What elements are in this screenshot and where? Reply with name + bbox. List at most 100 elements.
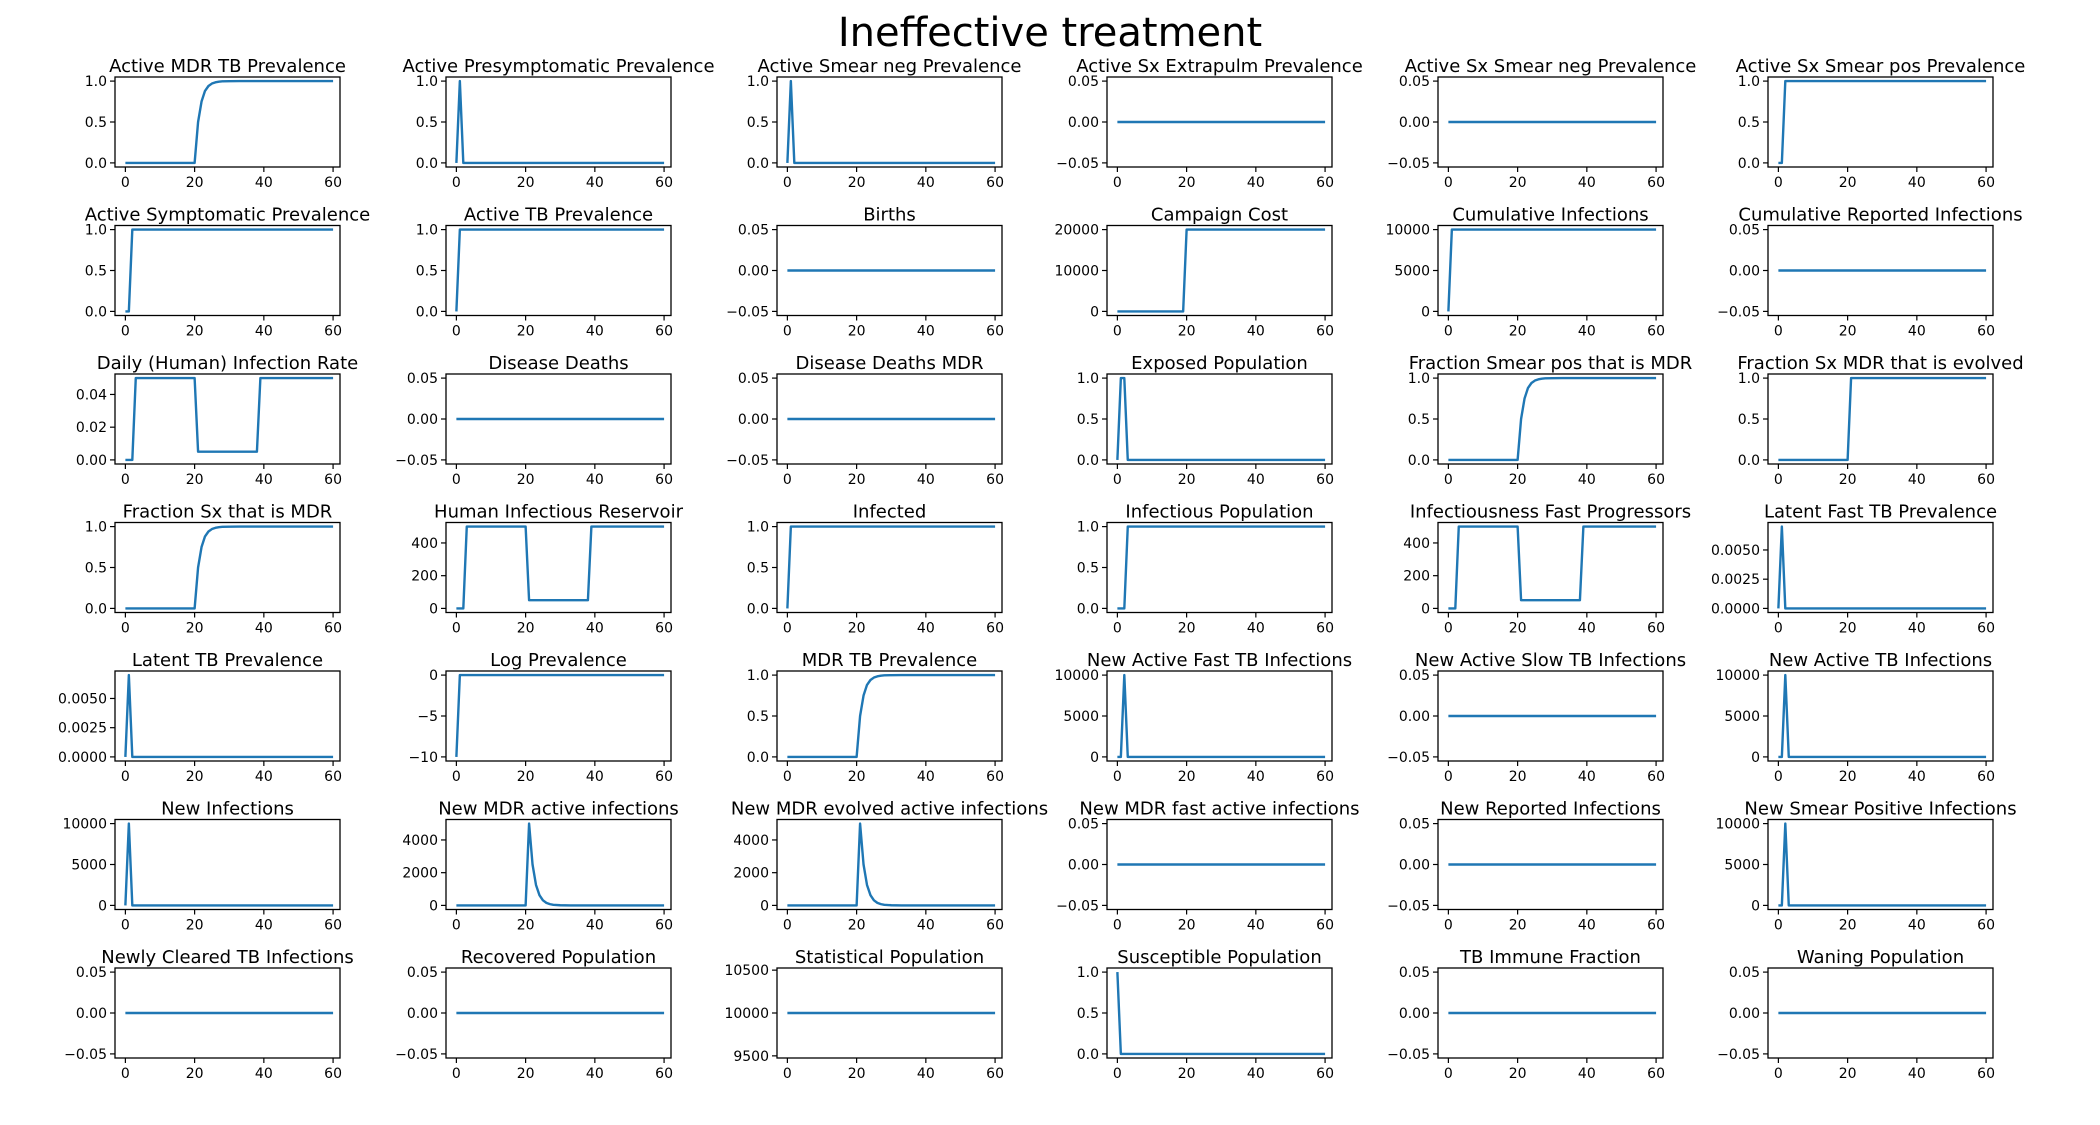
y-tick-label: 0 — [429, 668, 438, 684]
x-tick-label: 0 — [1113, 472, 1122, 488]
x-tick-label: 20 — [1178, 918, 1196, 934]
x-tick-label: 40 — [1247, 621, 1265, 637]
subplot: New Active TB Infections 0 20 40 60 0 5000 1000… — [1715, 650, 1995, 785]
x-tick-label: 20 — [848, 324, 866, 340]
y-tick-label: 0.0 — [747, 601, 769, 617]
x-tick-label: 40 — [1247, 324, 1265, 340]
x-tick-label: 20 — [1839, 472, 1857, 488]
x-tick-label: 0 — [1113, 175, 1122, 191]
x-tick-label: 40 — [917, 1066, 935, 1082]
axes-frame — [1106, 521, 1333, 614]
x-tick-label: 60 — [1977, 175, 1995, 191]
x-tick-label: 20 — [1509, 324, 1527, 340]
y-tick-label: 5000 — [71, 858, 107, 874]
x-tick-label: 0 — [783, 918, 792, 934]
subplot-title: New MDR evolved active infections — [731, 799, 1048, 820]
subplot-title: New MDR active infections — [438, 799, 679, 820]
subplot-title: Cumulative Reported Infections — [1738, 205, 2022, 226]
x-tick-label: 60 — [655, 472, 673, 488]
series-line — [124, 822, 334, 907]
x-tick-label: 0 — [783, 1066, 792, 1082]
x-tick-label: 60 — [1316, 1066, 1334, 1082]
x-tick-label: 20 — [517, 918, 535, 934]
series-line — [125, 525, 334, 610]
series-line — [786, 525, 996, 609]
x-tick-label: 40 — [1247, 472, 1265, 488]
subplot-title: Fraction Sx MDR that is evolved — [1737, 353, 2023, 374]
y-tick-label: −0.05 — [1717, 1047, 1760, 1063]
x-tick-label: 20 — [517, 324, 535, 340]
y-tick-label: 0.5 — [1077, 1006, 1099, 1022]
x-tick-label: 20 — [1839, 324, 1857, 340]
y-tick-label: 0.00 — [407, 1006, 438, 1022]
subplot: Fraction Sx that is MDR 0 20 40 60 0.0 0.5 1.0 — [85, 502, 342, 637]
subplot-title: Campaign Cost — [1151, 205, 1288, 226]
subplot: New Active Slow TB Infections 0 20 40 60 −0.0… — [1387, 650, 1686, 785]
x-tick-label: 60 — [1647, 918, 1665, 934]
y-tick-label: 0.05 — [1399, 817, 1430, 833]
y-tick-label: 0.5 — [1408, 412, 1430, 428]
axes-frame — [776, 76, 1003, 168]
subplot-title: Active Sx Smear pos Prevalence — [1736, 56, 2026, 77]
x-tick-label: 20 — [1178, 1066, 1196, 1082]
subplot-title: Waning Population — [1797, 947, 1964, 968]
y-tick-label: −0.05 — [1387, 750, 1430, 766]
x-tick-label: 0 — [1774, 769, 1783, 785]
x-tick-label: 60 — [1316, 769, 1334, 785]
subplot: Active TB Prevalence 0 20 40 60 0.0 0.5 1.0 — [416, 205, 673, 340]
y-tick-label: 10000 — [1054, 264, 1099, 280]
x-tick-label: 0 — [452, 1066, 461, 1082]
y-tick-label: 0.05 — [76, 965, 107, 981]
x-tick-label: 40 — [917, 472, 935, 488]
axes-frame — [776, 670, 1003, 762]
subplot: Statistical Population 0 20 40 60 9500 10000 10… — [724, 947, 1004, 1082]
subplot: Newly Cleared TB Infections 0 20 40 60 −0.05 0… — [64, 947, 354, 1082]
subplot: Active MDR TB Prevalence 0 20 40 60 0.0 0.5 1.0 — [85, 56, 346, 191]
x-tick-label: 40 — [1247, 1066, 1265, 1082]
y-tick-label: 0.00 — [1068, 858, 1099, 874]
subplot: Cumulative Reported Infections 0 20 40 60 −0.… — [1717, 205, 2023, 340]
x-tick-label: 40 — [1578, 324, 1596, 340]
y-tick-label: 1.0 — [1738, 74, 1760, 90]
y-tick-label: 10000 — [1054, 668, 1099, 684]
x-tick-label: 0 — [452, 175, 461, 191]
subplot-title: Infectious Population — [1125, 502, 1313, 523]
y-tick-label: 5000 — [1724, 709, 1760, 725]
y-tick-label: 0.00 — [407, 412, 438, 428]
subplot: Infectiousness Fast Progressors 0 20 40 60 0 2… — [1403, 502, 1691, 637]
y-tick-label: 0.00 — [738, 264, 769, 280]
subplot: Cumulative Infections 0 20 40 60 0 5000 10000 — [1385, 205, 1665, 340]
x-tick-label: 0 — [783, 324, 792, 340]
y-tick-label: 0.0 — [1738, 156, 1760, 172]
y-tick-label: 1.0 — [747, 520, 769, 536]
axes-frame — [114, 670, 341, 762]
axes-frame — [445, 521, 672, 614]
x-tick-label: 20 — [848, 621, 866, 637]
y-tick-label: 0.00 — [1068, 115, 1099, 131]
subplot: TB Immune Fraction 0 20 40 60 −0.05 0.00 0.05 — [1387, 947, 1665, 1082]
x-tick-label: 60 — [1647, 1066, 1665, 1082]
y-tick-label: 1.0 — [1738, 371, 1760, 387]
y-tick-label: 0.05 — [407, 371, 438, 387]
x-tick-label: 60 — [1977, 324, 1995, 340]
y-tick-label: 0.00 — [1399, 115, 1430, 131]
x-tick-label: 0 — [121, 918, 130, 934]
y-tick-label: 0.5 — [1077, 561, 1099, 577]
axes-frame — [1437, 224, 1664, 317]
axes-frame — [1106, 373, 1333, 465]
y-tick-label: 0.0 — [1738, 453, 1760, 469]
x-tick-label: 20 — [1509, 175, 1527, 191]
x-tick-label: 0 — [121, 324, 130, 340]
x-tick-label: 60 — [986, 769, 1004, 785]
y-tick-label: 4000 — [733, 833, 769, 849]
x-tick-label: 20 — [848, 918, 866, 934]
y-tick-label: 0.5 — [747, 115, 769, 131]
x-tick-label: 0 — [452, 324, 461, 340]
x-tick-label: 60 — [1647, 175, 1665, 191]
y-tick-label: 0.02 — [76, 420, 107, 436]
x-tick-label: 0 — [452, 621, 461, 637]
x-tick-label: 0 — [1774, 324, 1783, 340]
x-tick-label: 40 — [1578, 175, 1596, 191]
x-tick-label: 0 — [452, 472, 461, 488]
y-tick-label: 0.05 — [1399, 668, 1430, 684]
